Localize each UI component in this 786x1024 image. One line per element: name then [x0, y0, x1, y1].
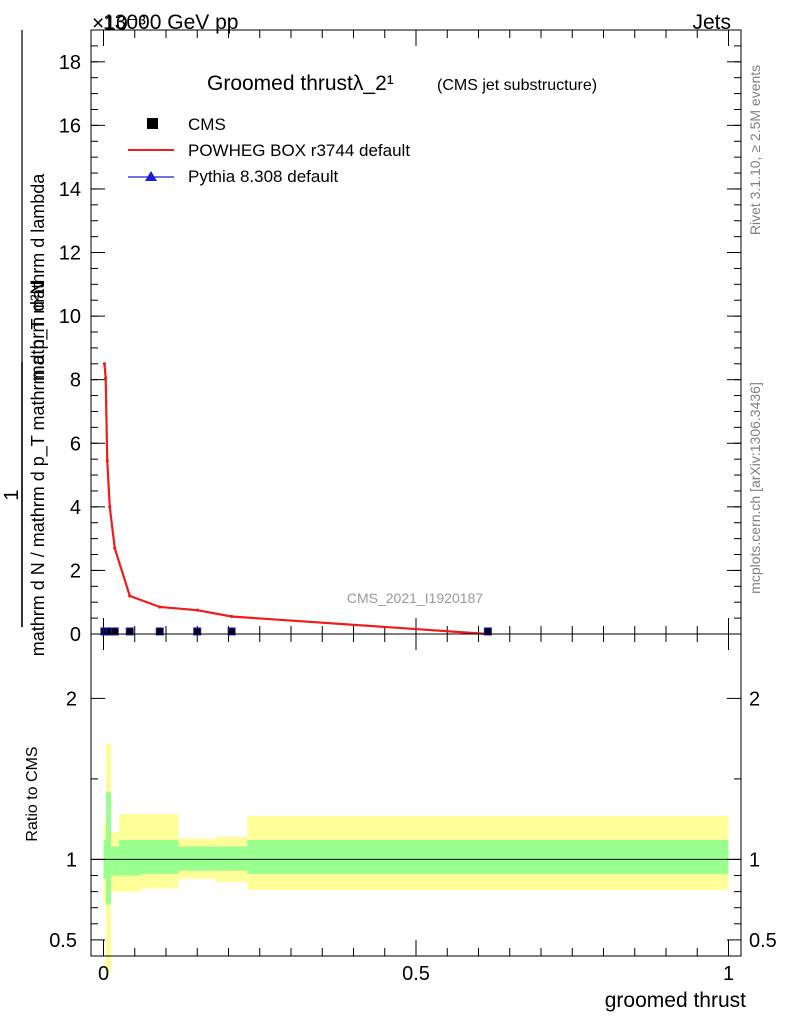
- legend-label-pythia: Pythia 8.308 default: [188, 167, 339, 186]
- series-cms-point-inner: [156, 628, 163, 635]
- source-label: mcplots.cern.ch [arXiv:1306.3436]: [747, 382, 763, 594]
- series-powheg-point: [104, 376, 108, 380]
- series-powheg-point: [105, 459, 109, 463]
- chart-title: Groomed thrustλ_2¹: [207, 72, 394, 95]
- ratio-ylabel: Ratio to CMS: [24, 746, 41, 841]
- category-label: Jets: [692, 11, 731, 34]
- legend-label-powheg: POWHEG BOX r3744 default: [188, 141, 410, 160]
- ratio-band-inner: [178, 846, 216, 871]
- ratio-y-tick-label-right: 1: [749, 849, 760, 871]
- y-tick-label: 0: [70, 624, 81, 646]
- series-powheg-point: [158, 605, 162, 609]
- ratio-band-inner: [119, 840, 141, 876]
- analysis-label: CMS_2021_I1920187: [347, 590, 483, 606]
- rivet-label: Rivet 3.1.10, ≥ 2.5M events: [747, 65, 763, 235]
- y-tick-label: 10: [59, 306, 81, 328]
- series-powheg-line: [103, 363, 488, 636]
- ylabel-denominator: mathrm d N / mathrm d p_T mathrm d p_T m…: [28, 173, 49, 656]
- x-tick-label: 1: [723, 963, 734, 985]
- legend-marker-cms: [147, 118, 158, 129]
- series-cms-point-inner: [484, 628, 491, 635]
- ylabel-prefix: 1: [1, 489, 23, 500]
- y-tick-label: 8: [70, 370, 81, 392]
- ratio-band-inner: [111, 846, 120, 876]
- series-cms-point-inner: [194, 628, 201, 635]
- ratio-y-tick-label-right: 0.5: [749, 930, 777, 952]
- series-cms-point-inner: [106, 628, 113, 635]
- series-cms-point-inner: [111, 628, 118, 635]
- x-axis-label: groomed thrust: [605, 989, 746, 1012]
- legend-label-cms: CMS: [188, 115, 226, 134]
- ratio-band-inner: [106, 791, 111, 905]
- series-powheg-point: [102, 362, 107, 366]
- y-tick-label: 14: [59, 179, 81, 201]
- main-ylabel: 1 mathrm d²N mathrm d N / mathrm d p_T m…: [1, 30, 49, 656]
- series-cms-point-inner: [126, 628, 133, 635]
- series-powheg-point: [230, 614, 234, 619]
- energy-label: 13000 GeV pp: [103, 11, 238, 34]
- ratio-band-inner: [247, 840, 729, 874]
- series-powheg-point: [113, 546, 117, 550]
- ylabel-numerator: mathrm d²N: [28, 281, 49, 381]
- series-powheg-point: [108, 505, 112, 509]
- legend-marker-pythia: [145, 171, 157, 181]
- y-tick-label: 12: [59, 243, 81, 265]
- series-powheg-point: [195, 608, 199, 612]
- series-cms-point-inner: [228, 628, 235, 635]
- ratio-band-inner: [141, 840, 179, 874]
- y-tick-label: 2: [70, 560, 81, 582]
- ratio-band-inner: [216, 846, 248, 871]
- legend: CMS POWHEG BOX r3744 default Pythia 8.30…: [128, 115, 410, 186]
- x-tick-label: 0: [98, 963, 109, 985]
- ratio-plot: 0 0.5 1 0.5 0.5 1 1 2 2: [49, 633, 777, 985]
- ratio-frame: [90, 633, 742, 957]
- ratio-y-tick-label: 1: [66, 849, 77, 871]
- y-tick-label: 4: [70, 497, 81, 519]
- exponent-label: ×10⁻³: [92, 12, 146, 35]
- ratio-y-tick-label: 2: [66, 688, 77, 710]
- x-tick-label: 0.5: [402, 963, 430, 985]
- ratio-y-tick-label-right: 2: [749, 688, 760, 710]
- ratio-y-tick-label: 0.5: [49, 930, 77, 952]
- series-powheg-point: [128, 594, 132, 598]
- y-tick-label: 16: [59, 115, 81, 137]
- chart-subtitle: (CMS jet substructure): [437, 77, 597, 94]
- y-tick-label: 18: [59, 52, 81, 74]
- y-tick-label: 6: [70, 433, 81, 455]
